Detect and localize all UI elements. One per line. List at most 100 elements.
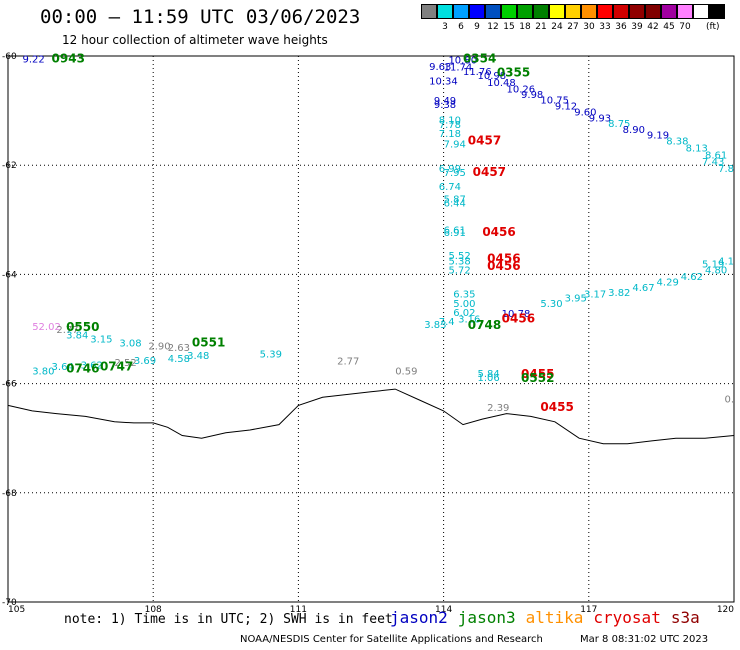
color-legend-swatch	[565, 4, 581, 19]
wave-height-value: 5.52	[448, 251, 470, 262]
color-legend-swatch	[709, 4, 725, 19]
color-legend-swatch	[645, 4, 661, 19]
wave-height-value: 9.38	[434, 100, 456, 111]
lon-tick-label: 111	[290, 605, 307, 615]
wave-height-value: 9.49	[434, 96, 456, 107]
lat-tick-label: -66	[2, 380, 17, 390]
wave-height-value: 3.95	[565, 294, 587, 305]
color-legend-swatch	[549, 4, 565, 19]
color-legend-swatch	[613, 4, 629, 19]
wave-height-value: 9.63	[429, 62, 451, 73]
pass-time-label: 0748	[468, 318, 501, 332]
pass-time-label: 0457	[468, 133, 501, 147]
color-legend-label: 6	[458, 22, 464, 32]
color-legend-label: 33	[599, 22, 611, 32]
lon-tick-label: 117	[580, 605, 597, 615]
wave-height-value: 7.78	[439, 120, 461, 131]
pass-time-label: 0943	[52, 52, 85, 66]
pass-time-label: 0457	[473, 165, 506, 179]
wave-height-value: 8.90	[623, 125, 645, 136]
wave-height-value: 7.95	[444, 168, 466, 179]
wave-height-value: 1.06	[477, 373, 499, 384]
pass-time-label: 0746	[66, 362, 99, 376]
credit-timestamp: Mar 8 08:31:02 UTC 2023	[580, 634, 709, 645]
wave-height-value: 0.59	[395, 366, 417, 377]
wave-height-value: 5.19	[702, 259, 724, 270]
color-legend-label: 3	[442, 22, 448, 32]
color-legend-swatch	[677, 4, 693, 19]
color-legend-swatch	[469, 4, 485, 19]
color-legend-label: 18	[519, 22, 531, 32]
satellite-legend-item: jason2	[390, 608, 448, 627]
color-legend-label: 21	[535, 22, 547, 32]
pass-time-label: 0455	[521, 367, 554, 381]
wave-height-value: 9.19	[647, 130, 669, 141]
wave-height-value: 3.69	[134, 356, 156, 367]
wave-height-value: 5.38	[448, 257, 470, 268]
satellite-legend-item: altika	[525, 608, 584, 627]
lon-tick-label: 108	[145, 605, 162, 615]
wave-height-value: 2.77	[56, 325, 78, 336]
wave-height-value: 11.74	[444, 63, 473, 74]
lat-tick-label: -62	[2, 161, 17, 171]
wave-height-value: 7.94	[444, 140, 466, 151]
wave-height-value: 5.39	[260, 349, 282, 360]
color-legend-swatch	[581, 4, 597, 19]
pass-time-label: 0355	[497, 66, 530, 80]
wave-height-value: 0.	[724, 395, 734, 406]
wave-height-value: 9.22	[23, 55, 45, 66]
wave-height-value: 6.35	[453, 289, 475, 300]
pass-time-label: 0550	[66, 320, 99, 334]
wave-height-value: 3.15	[90, 335, 112, 346]
color-legend-label: 12	[487, 22, 499, 32]
lat-tick-label: -64	[2, 270, 17, 280]
wave-height-value: 7.8	[718, 164, 734, 175]
coastline	[7, 388, 735, 445]
color-legend-label: 9	[474, 22, 480, 32]
wave-height-value: 8.10	[439, 116, 461, 127]
color-legend-unit: (ft)	[706, 22, 720, 32]
wave-height-value: 3.64	[52, 362, 74, 373]
wave-height-value: 7.4	[439, 317, 455, 328]
color-legend-swatch	[597, 4, 613, 19]
wave-height-value: 4.29	[657, 277, 679, 288]
wave-height-value: 52.02	[32, 322, 61, 333]
wave-height-value: 4.67	[632, 283, 654, 294]
wave-height-value: 10.98	[477, 71, 506, 82]
pass-time-label: 0354	[463, 52, 496, 66]
wave-height-value: 3.16	[458, 314, 480, 325]
color-legend-label: 15	[503, 22, 515, 32]
color-legend-label: 36	[615, 22, 627, 32]
lon-tick-label: 105	[8, 605, 25, 615]
wave-height-value: 3.83	[424, 320, 446, 331]
wave-height-value: 3.84	[66, 330, 88, 341]
footer-note: note: 1) Time is in UTC; 2) SWH is in fe…	[64, 612, 393, 627]
wave-height-value: 8.38	[666, 136, 688, 147]
lat-tick-label: -68	[2, 489, 17, 499]
wave-height-value: 10.48	[487, 78, 516, 89]
wave-height-value: 6.99	[439, 164, 461, 175]
wave-height-value: 6.74	[439, 182, 461, 193]
wave-height-value: 8.13	[686, 144, 708, 155]
wave-height-value: 6.61	[444, 225, 466, 236]
color-legend-swatch	[501, 4, 517, 19]
wave-height-value: 2.52	[114, 358, 136, 369]
wave-height-value: 3.08	[119, 338, 141, 349]
map-frame	[7, 55, 735, 603]
lon-tick-label: 114	[435, 605, 452, 615]
wave-height-value: 5.84	[477, 369, 499, 380]
page-subtitle: 12 hour collection of altimeter wave hei…	[62, 33, 328, 47]
lat-tick-label: -60	[2, 52, 17, 62]
wave-height-value: 10.80	[448, 56, 477, 67]
pass-time-label: 0747	[100, 359, 133, 373]
credit-text: NOAA/NESDIS Center for Satellite Applica…	[240, 634, 543, 645]
wave-height-value: 3.48	[187, 351, 209, 362]
pass-time-label: 0456	[482, 225, 515, 239]
wave-height-value: 3.82	[608, 288, 630, 299]
color-legend-label: 42	[647, 22, 659, 32]
wave-height-value: 2.39	[487, 403, 509, 414]
color-legend-swatch	[421, 4, 437, 19]
wave-height-value: 4.58	[168, 354, 190, 365]
pass-time-label: 0551	[192, 335, 225, 349]
color-legend-swatch	[453, 4, 469, 19]
